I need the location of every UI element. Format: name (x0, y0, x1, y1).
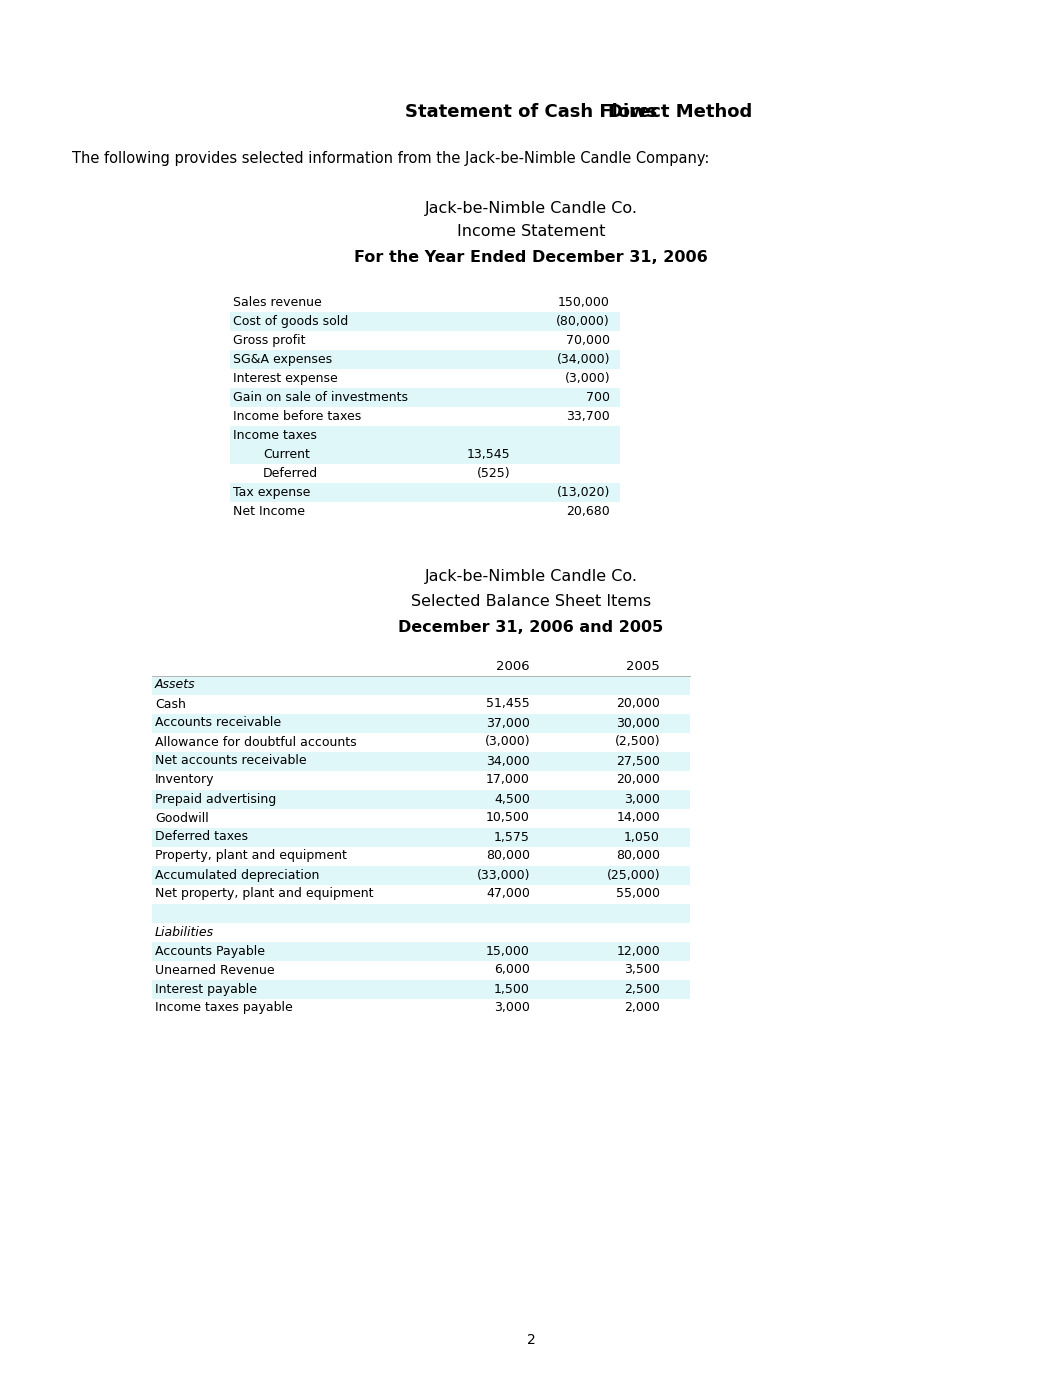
Text: Unearned Revenue: Unearned Revenue (155, 963, 275, 977)
Text: 1,500: 1,500 (494, 982, 530, 995)
Text: Income taxes: Income taxes (233, 429, 316, 442)
Text: 3,000: 3,000 (494, 1002, 530, 1014)
Text: (80,000): (80,000) (556, 315, 610, 327)
Text: 2: 2 (527, 1333, 535, 1347)
Text: 14,000: 14,000 (616, 812, 660, 824)
Text: 34,000: 34,000 (486, 754, 530, 768)
Bar (230, 388, 620, 407)
Text: 150,000: 150,000 (559, 296, 610, 310)
Text: (13,020): (13,020) (556, 486, 610, 499)
Text: Net property, plant and equipment: Net property, plant and equipment (155, 888, 374, 900)
Text: Jack-be-Nimble Candle Co.: Jack-be-Nimble Candle Co. (425, 568, 637, 583)
Text: Goodwill: Goodwill (155, 812, 209, 824)
Text: December 31, 2006 and 2005: December 31, 2006 and 2005 (398, 621, 664, 636)
Text: Accounts receivable: Accounts receivable (155, 717, 281, 729)
Text: 1,050: 1,050 (624, 831, 660, 843)
Text: Interest expense: Interest expense (233, 372, 338, 385)
Text: 70,000: 70,000 (566, 334, 610, 347)
Text: (2,500): (2,500) (615, 736, 660, 749)
Text: (3,000): (3,000) (564, 372, 610, 385)
Bar (152, 751, 690, 771)
Text: For the Year Ended December 31, 2006: For the Year Ended December 31, 2006 (354, 250, 708, 266)
Text: (34,000): (34,000) (556, 354, 610, 366)
Text: 20,000: 20,000 (616, 773, 660, 787)
Text: Allowance for doubtful accounts: Allowance for doubtful accounts (155, 736, 357, 749)
Text: Property, plant and equipment: Property, plant and equipment (155, 849, 347, 863)
Text: 13,545: 13,545 (466, 449, 510, 461)
Text: 30,000: 30,000 (616, 717, 660, 729)
Text: Current: Current (263, 449, 310, 461)
Bar (230, 427, 620, 444)
Text: (525): (525) (477, 466, 510, 480)
Text: Prepaid advertising: Prepaid advertising (155, 793, 276, 805)
Text: 12,000: 12,000 (616, 944, 660, 958)
Text: Income Statement: Income Statement (457, 224, 605, 239)
Bar (152, 790, 690, 809)
Text: 33,700: 33,700 (566, 410, 610, 422)
Text: Income before taxes: Income before taxes (233, 410, 361, 422)
Text: Interest payable: Interest payable (155, 982, 257, 995)
Bar (152, 941, 690, 960)
Text: 80,000: 80,000 (486, 849, 530, 863)
Text: 15,000: 15,000 (486, 944, 530, 958)
Text: 37,000: 37,000 (486, 717, 530, 729)
Text: Statement of Cash Flows: Statement of Cash Flows (405, 103, 657, 121)
Text: Net accounts receivable: Net accounts receivable (155, 754, 307, 768)
Text: Gross profit: Gross profit (233, 334, 306, 347)
Text: Direct Method: Direct Method (607, 103, 752, 121)
Bar (230, 483, 620, 502)
Text: 1,575: 1,575 (494, 831, 530, 843)
Bar (230, 312, 620, 332)
Text: 47,000: 47,000 (486, 888, 530, 900)
Text: Accumulated depreciation: Accumulated depreciation (155, 868, 320, 882)
Text: 3,500: 3,500 (624, 963, 660, 977)
Text: 20,000: 20,000 (616, 698, 660, 710)
Text: 6,000: 6,000 (494, 963, 530, 977)
Text: Accounts Payable: Accounts Payable (155, 944, 266, 958)
Bar (230, 350, 620, 369)
Text: 3,000: 3,000 (624, 793, 660, 805)
Text: (33,000): (33,000) (477, 868, 530, 882)
Text: 80,000: 80,000 (616, 849, 660, 863)
Text: Cash: Cash (155, 698, 186, 710)
Bar (152, 827, 690, 846)
Text: Deferred: Deferred (263, 466, 319, 480)
Text: 2006: 2006 (496, 659, 530, 673)
Text: Gain on sale of investments: Gain on sale of investments (233, 391, 408, 405)
Bar (152, 714, 690, 732)
Text: 20,680: 20,680 (566, 505, 610, 517)
Text: Cost of goods sold: Cost of goods sold (233, 315, 348, 327)
Text: Assets: Assets (155, 678, 195, 692)
Text: 17,000: 17,000 (486, 773, 530, 787)
Bar (152, 980, 690, 999)
Text: 4,500: 4,500 (494, 793, 530, 805)
Text: 2005: 2005 (627, 659, 660, 673)
Text: 700: 700 (586, 391, 610, 405)
Text: (25,000): (25,000) (606, 868, 660, 882)
Text: Deferred taxes: Deferred taxes (155, 831, 249, 843)
Text: Net Income: Net Income (233, 505, 305, 517)
Text: Selected Balance Sheet Items: Selected Balance Sheet Items (411, 594, 651, 610)
Text: (3,000): (3,000) (484, 736, 530, 749)
Text: 2,000: 2,000 (624, 1002, 660, 1014)
Bar (230, 444, 620, 464)
Bar (152, 866, 690, 885)
Text: The following provides selected information from the Jack-be-Nimble Candle Compa: The following provides selected informat… (72, 150, 709, 165)
Bar (152, 904, 690, 922)
Bar (152, 676, 690, 695)
Text: 10,500: 10,500 (486, 812, 530, 824)
Text: SG&A expenses: SG&A expenses (233, 354, 332, 366)
Text: 55,000: 55,000 (616, 888, 660, 900)
Text: Tax expense: Tax expense (233, 486, 310, 499)
Text: Income taxes payable: Income taxes payable (155, 1002, 293, 1014)
Text: Liabilities: Liabilities (155, 926, 215, 938)
Text: Inventory: Inventory (155, 773, 215, 787)
Text: 27,500: 27,500 (616, 754, 660, 768)
Text: 51,455: 51,455 (486, 698, 530, 710)
Text: Sales revenue: Sales revenue (233, 296, 322, 310)
Text: Jack-be-Nimble Candle Co.: Jack-be-Nimble Candle Co. (425, 201, 637, 216)
Text: 2,500: 2,500 (624, 982, 660, 995)
